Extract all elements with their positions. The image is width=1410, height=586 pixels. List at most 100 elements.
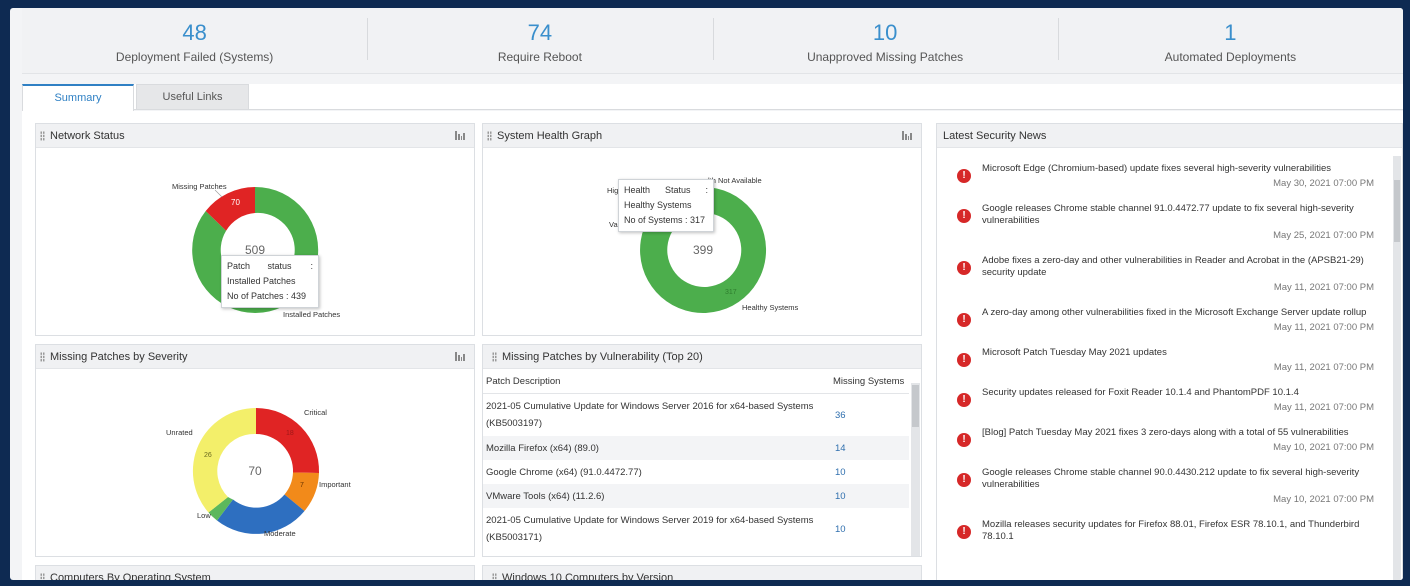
slice-critical[interactable]	[256, 408, 320, 473]
panel-title: Latest Security News	[943, 130, 1047, 142]
table-row[interactable]: 2021-05 Cumulative Update for Windows Se…	[483, 394, 909, 436]
patch-description: Google Chrome (x64) (91.0.4472.77)	[486, 466, 642, 478]
kpi-value[interactable]: 10	[872, 20, 898, 45]
news-title[interactable]: Adobe fixes a zero-day and other vulnera…	[982, 255, 1364, 278]
slice-missing-patches[interactable]	[205, 187, 255, 231]
kpi-value[interactable]: 1	[1224, 20, 1237, 45]
slice-healthy-systems[interactable]	[640, 186, 767, 313]
label-va: Va	[609, 220, 618, 229]
chart-type-icon[interactable]	[902, 130, 912, 140]
drag-handle-icon[interactable]	[40, 352, 45, 362]
slice-moderate[interactable]	[217, 494, 305, 534]
news-list: ! Microsoft Edge (Chromium-based) update…	[937, 149, 1392, 580]
patch-description: Mozilla Firefox (x64) (89.0)	[483, 436, 827, 460]
security-news-panel: Latest Security News ! Microsoft Edge (C…	[936, 123, 1403, 580]
news-item[interactable]: ! Adobe fixes a zero-day and other vulne…	[937, 255, 1392, 293]
scrollbar-thumb[interactable]	[1394, 180, 1400, 242]
tab-useful-links[interactable]: Useful Links	[136, 84, 249, 110]
slice-value-missing: 70	[231, 198, 240, 207]
news-item[interactable]: ! A zero-day among other vulnerabilities…	[937, 307, 1392, 333]
patch-description: VMware Tools (x64) (11.2.6)	[483, 484, 827, 508]
panel-title: System Health Graph	[497, 130, 603, 142]
donut-total: 70	[248, 464, 262, 478]
panel-header: Missing Patches by Severity	[36, 345, 474, 369]
alert-icon: !	[957, 473, 971, 487]
kpi-label: Automated Deployments	[1164, 50, 1297, 64]
news-title[interactable]: A zero-day among other vulnerabilities f…	[982, 307, 1367, 318]
news-scrollbar[interactable]	[1393, 156, 1401, 580]
tooltip-colon: :	[705, 185, 708, 195]
tooltip-val: status	[267, 261, 292, 271]
missing-count-link[interactable]: 36	[835, 409, 846, 421]
drag-handle-icon[interactable]	[492, 573, 497, 580]
tab-summary[interactable]: Summary	[22, 84, 134, 111]
alert-icon: !	[957, 393, 971, 407]
network-status-donut: 70 509 Missing Patches Installed Patches	[172, 182, 340, 319]
news-item[interactable]: ! [Blog] Patch Tuesday May 2021 fixes 3 …	[937, 427, 1392, 453]
column-header-missing-systems[interactable]: Missing Systems	[833, 376, 905, 387]
kpi-deployment-failed[interactable]: 48 Deployment Failed (Systems)	[22, 8, 367, 73]
scrollbar-thumb[interactable]	[912, 385, 919, 427]
missing-count-link[interactable]: 14	[827, 436, 909, 460]
label-not-available: lth Not Available	[708, 176, 762, 185]
news-title[interactable]: Google releases Chrome stable channel 90…	[982, 467, 1360, 490]
drag-handle-icon[interactable]	[40, 131, 45, 141]
news-item[interactable]: ! Google releases Chrome stable channel …	[937, 203, 1392, 241]
value-critical: 18	[286, 430, 294, 437]
chart-type-icon[interactable]	[455, 351, 465, 361]
missing-count-link[interactable]: 10	[835, 466, 846, 478]
news-date: May 30, 2021 07:00 PM	[1273, 178, 1374, 189]
news-title[interactable]: Microsoft Edge (Chromium-based) update f…	[982, 163, 1332, 174]
table-row[interactable]: VMware Tools (x64) (11.2.6) 10	[483, 484, 909, 508]
news-title[interactable]: Security updates released for Foxit Read…	[982, 387, 1299, 398]
vuln-scrollbar[interactable]	[911, 383, 920, 556]
slice-unrated[interactable]	[192, 407, 256, 513]
news-date: May 11, 2021 07:00 PM	[1273, 362, 1374, 373]
kpi-label: Deployment Failed (Systems)	[115, 50, 274, 64]
slice-low[interactable]	[208, 497, 234, 521]
news-date: May 10, 2021 07:00 PM	[1273, 442, 1374, 453]
news-title[interactable]: [Blog] Patch Tuesday May 2021 fixes 3 ze…	[982, 427, 1349, 438]
panel-header: Windows 10 Computers by Version	[483, 566, 921, 580]
tooltip-line2: Installed Patches	[227, 276, 296, 286]
tooltip-line3: No of Systems : 317	[624, 215, 706, 225]
news-title[interactable]: Microsoft Patch Tuesday May 2021 updates	[982, 347, 1167, 358]
panel-header: Computers By Operating System	[36, 566, 474, 580]
news-item[interactable]: ! Google releases Chrome stable channel …	[937, 467, 1392, 505]
news-date: May 11, 2021 07:00 PM	[1273, 322, 1374, 333]
kpi-label: Require Reboot	[497, 50, 582, 64]
patch-description: 2021-05 Cumulative Update for Windows Se…	[486, 515, 814, 543]
news-date: May 25, 2021 07:00 PM	[1273, 230, 1374, 241]
chart-type-icon[interactable]	[455, 130, 465, 140]
missing-count-link[interactable]: 10	[835, 523, 846, 535]
table-row[interactable]: Google Chrome (x64) (91.0.4472.77) 10	[483, 460, 909, 484]
news-title[interactable]: Google releases Chrome stable channel 91…	[982, 203, 1354, 226]
panel-header: Network Status	[36, 124, 474, 148]
kpi-require-reboot[interactable]: 74 Require Reboot	[367, 8, 712, 73]
kpi-automated-deployments[interactable]: 1 Automated Deployments	[1057, 8, 1403, 73]
kpi-value[interactable]: 74	[527, 20, 553, 45]
kpi-value[interactable]: 48	[182, 20, 207, 45]
table-row[interactable]: 2021-05 Cumulative Update for Windows Se…	[483, 508, 909, 550]
news-title[interactable]: Mozilla releases security updates for Fi…	[982, 519, 1360, 542]
news-item[interactable]: ! Microsoft Patch Tuesday May 2021 updat…	[937, 347, 1392, 373]
table-row[interactable]: Mozilla Firefox (x64) (89.0) 14	[483, 436, 909, 460]
tooltip-val: Status	[665, 185, 691, 195]
column-header-description[interactable]: Patch Description	[486, 376, 561, 387]
missing-count-link[interactable]: 10	[827, 484, 909, 508]
kpi-unapproved-missing-patches[interactable]: 10 Unapproved Missing Patches	[712, 8, 1058, 73]
panel-title: Network Status	[50, 130, 125, 142]
drag-handle-icon[interactable]	[40, 573, 45, 580]
tab-bar: Summary Useful Links	[22, 84, 1403, 111]
news-item[interactable]: ! Security updates released for Foxit Re…	[937, 387, 1392, 413]
drag-handle-icon[interactable]	[487, 131, 492, 141]
value-unrated: 26	[204, 452, 212, 459]
vuln-table: 2021-05 Cumulative Update for Windows Se…	[483, 394, 909, 550]
drag-handle-icon[interactable]	[492, 352, 497, 362]
severity-donut: 70 18 7 26 Critical Important Moderate L…	[166, 407, 352, 538]
news-item[interactable]: ! Microsoft Edge (Chromium-based) update…	[937, 163, 1392, 189]
tooltip-key: Health	[624, 185, 651, 195]
news-item[interactable]: ! Mozilla releases security updates for …	[937, 519, 1392, 543]
label-unrated: Unrated	[166, 428, 193, 437]
slice-important[interactable]	[284, 472, 320, 512]
